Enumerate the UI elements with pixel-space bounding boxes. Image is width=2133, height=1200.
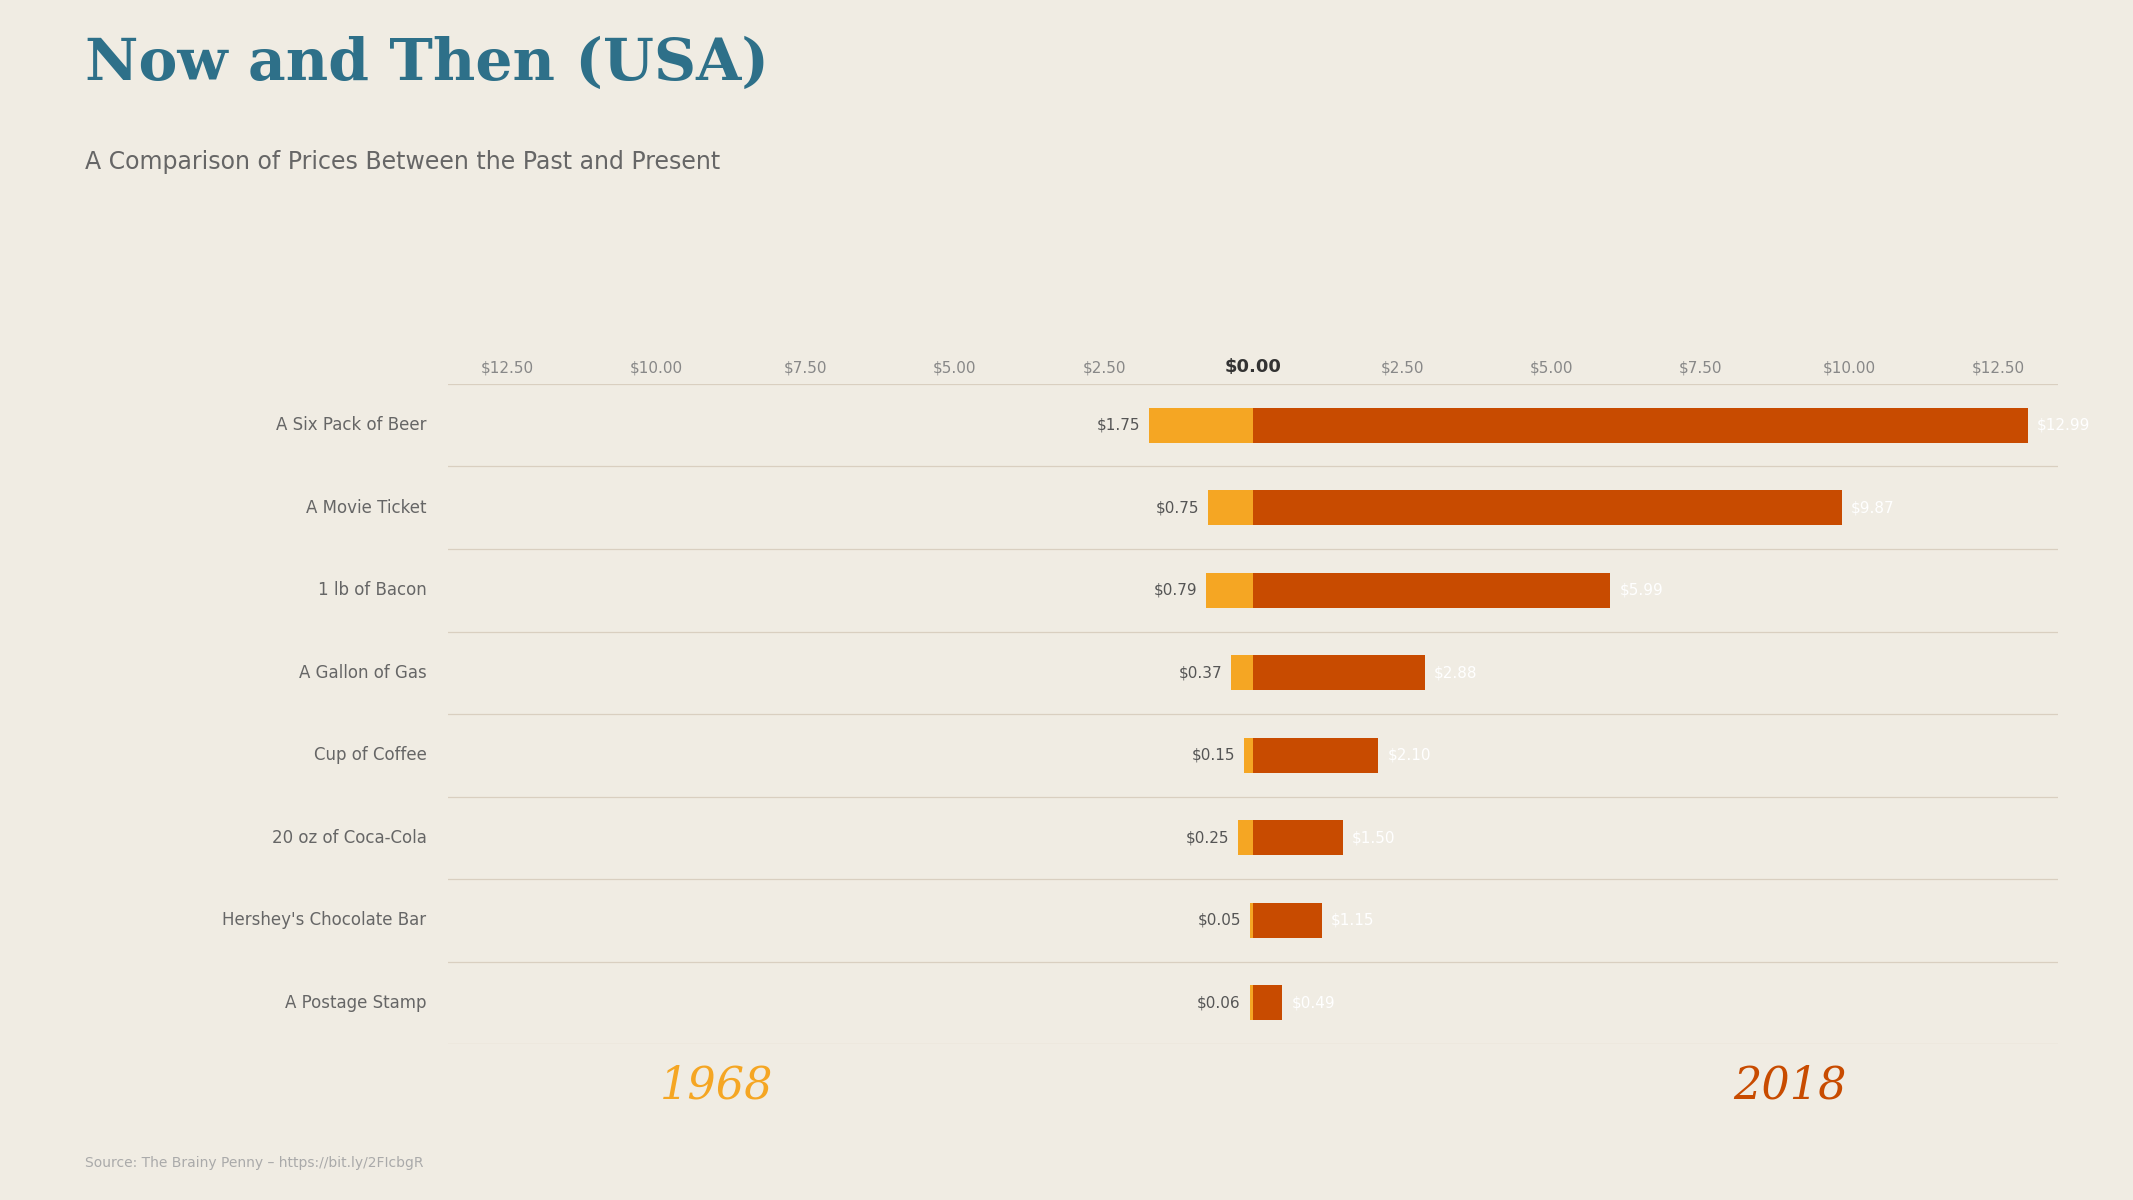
Text: A Six Pack of Beer: A Six Pack of Beer: [275, 416, 427, 434]
Bar: [1244, 738, 1252, 773]
Bar: [1250, 985, 1252, 1020]
Text: $0.75: $0.75: [1156, 500, 1199, 515]
Bar: [1252, 902, 1322, 937]
Text: $0.06: $0.06: [1197, 995, 1241, 1010]
Bar: [1252, 572, 1610, 607]
Text: $1.15: $1.15: [1331, 913, 1374, 928]
Text: Now and Then (USA): Now and Then (USA): [85, 36, 770, 92]
Text: $2.88: $2.88: [1433, 665, 1478, 680]
Text: $12.99: $12.99: [2037, 418, 2090, 433]
Text: $0.25: $0.25: [1186, 830, 1229, 845]
Text: $5.99: $5.99: [1619, 583, 1664, 598]
Text: $1.50: $1.50: [1352, 830, 1395, 845]
Bar: [1150, 408, 1252, 443]
Bar: [1252, 821, 1342, 856]
Text: $0.05: $0.05: [1199, 913, 1241, 928]
Text: 20 oz of Coca-Cola: 20 oz of Coca-Cola: [271, 829, 427, 847]
Text: A Gallon of Gas: A Gallon of Gas: [299, 664, 427, 682]
Bar: [1250, 902, 1252, 937]
Bar: [1252, 655, 1425, 690]
Text: 1968: 1968: [659, 1064, 772, 1108]
Text: 1 lb of Bacon: 1 lb of Bacon: [318, 581, 427, 599]
Text: $0.79: $0.79: [1154, 583, 1197, 598]
Text: $0.49: $0.49: [1290, 995, 1335, 1010]
Bar: [1252, 491, 1841, 526]
Text: $0.37: $0.37: [1180, 665, 1222, 680]
Bar: [1239, 821, 1252, 856]
Text: A Comparison of Prices Between the Past and Present: A Comparison of Prices Between the Past …: [85, 150, 721, 174]
Bar: [1252, 985, 1282, 1020]
Bar: [1231, 655, 1252, 690]
Text: A Postage Stamp: A Postage Stamp: [286, 994, 427, 1012]
Text: Cup of Coffee: Cup of Coffee: [314, 746, 427, 764]
Text: $0.15: $0.15: [1192, 748, 1235, 763]
Text: Hershey's Chocolate Bar: Hershey's Chocolate Bar: [222, 911, 427, 929]
Bar: [1209, 491, 1252, 526]
Text: $2.10: $2.10: [1386, 748, 1431, 763]
Text: A Movie Ticket: A Movie Ticket: [307, 499, 427, 517]
Text: 2018: 2018: [1734, 1064, 1847, 1108]
Bar: [1205, 572, 1252, 607]
Text: $1.75: $1.75: [1096, 418, 1139, 433]
Text: $9.87: $9.87: [1851, 500, 1894, 515]
Bar: [1252, 408, 2028, 443]
Text: Source: The Brainy Penny – https://bit.ly/2FIcbgR: Source: The Brainy Penny – https://bit.l…: [85, 1156, 424, 1170]
Bar: [1252, 738, 1378, 773]
